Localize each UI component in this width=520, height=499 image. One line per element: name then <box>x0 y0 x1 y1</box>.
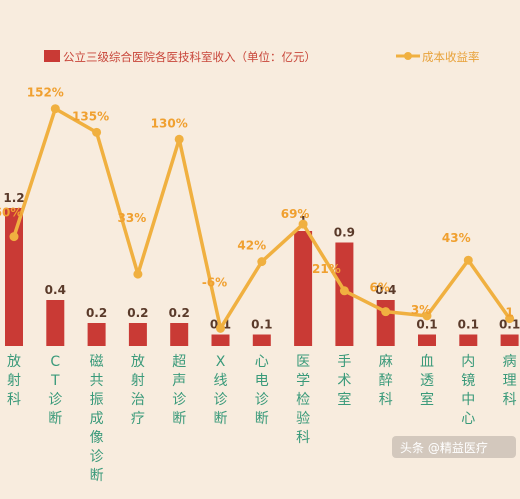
legend-line-label: 成本收益率 <box>422 50 480 64</box>
bar <box>87 323 106 346</box>
category-label: 麻醉科 <box>379 354 393 408</box>
rate-value-label: 6% <box>370 281 390 295</box>
rate-value-label: 60% <box>0 206 22 220</box>
rate-value-label: -6% <box>202 275 227 289</box>
rate-value-label: 1 <box>505 306 513 320</box>
rate-point <box>257 257 267 267</box>
category-label: 放射科 <box>7 354 21 408</box>
category-label: 血透室 <box>420 354 434 408</box>
rate-point <box>298 219 308 229</box>
bar <box>252 334 271 346</box>
category-label: 超声诊断 <box>172 354 186 427</box>
bar-value-labels: 1.20.40.20.20.20.10.110.90.40.10.10.1 <box>3 191 520 332</box>
rate-value-label: 21% <box>312 262 341 276</box>
rate-value-labels: 60% 152% 135% 33% 130% -6% 42% 69% 21% 6% 3% 43% 1 <box>0 86 514 320</box>
category-label: 放射治疗 <box>131 354 145 427</box>
rate-point <box>463 255 473 265</box>
bar-value-label: 0.1 <box>416 318 437 332</box>
rate-value-label: 69% <box>281 207 310 221</box>
bar-value-label: 0.1 <box>458 318 479 332</box>
rate-point <box>174 134 184 144</box>
bar-value-label: 0.2 <box>86 306 107 320</box>
bar <box>211 334 230 346</box>
legend-line-marker <box>404 52 412 60</box>
rate-point <box>92 127 102 137</box>
category-label: X 线诊断 <box>214 354 228 427</box>
bar-value-label: 0.1 <box>499 318 520 332</box>
bar <box>294 231 313 346</box>
rate-value-label: 43% <box>442 231 471 245</box>
bar-value-label: 1.2 <box>3 191 24 205</box>
bar <box>170 323 189 346</box>
legend: 公立三级综合医院各医技科室收入（单位：亿元） 成本收益率 <box>44 50 480 64</box>
rate-value-label: 135% <box>72 109 109 123</box>
rate-value-label: 42% <box>237 239 266 253</box>
category-label: 心电诊断 <box>255 354 269 427</box>
bar-series <box>5 208 519 346</box>
bar <box>46 300 65 346</box>
bar-value-label: 0.1 <box>251 318 272 332</box>
bar-value-label: 0.2 <box>127 306 148 320</box>
rate-point <box>505 314 515 324</box>
category-label: 内镜中心 <box>461 354 475 427</box>
category-label: 医学检验科 <box>296 354 310 446</box>
bar <box>128 323 147 346</box>
category-label: 磁共振成像诊断 <box>90 354 104 484</box>
category-label: 病理科 <box>503 354 517 408</box>
rate-value-label: 130% <box>151 116 188 130</box>
legend-bar-label: 公立三级综合医院各医技科室收入（单位：亿元） <box>63 50 316 64</box>
bar-value-label: 0.4 <box>375 283 396 297</box>
bar-value-label: 0.4 <box>45 283 66 297</box>
rate-point <box>422 311 432 321</box>
category-labels: 放射科 C T 诊断 磁共振成像诊断 放射治疗 超声诊断 X 线诊断 心电诊断 医学检验科 手术室 麻醉… <box>7 354 517 484</box>
rate-value-label: 33% <box>118 211 147 225</box>
bar-value-label: 0.2 <box>169 306 190 320</box>
rate-points <box>9 104 515 333</box>
rate-point <box>339 286 349 296</box>
rate-point <box>133 269 143 279</box>
bar <box>500 334 519 346</box>
category-label: C T 诊断 <box>48 354 62 427</box>
rate-point <box>9 232 19 242</box>
category-label: 手术室 <box>337 354 351 408</box>
rate-point <box>381 307 391 317</box>
rate-point <box>216 323 225 333</box>
legend-bar-swatch <box>44 50 60 62</box>
rate-point <box>50 104 60 114</box>
rate-value-label: 152% <box>27 86 64 100</box>
bar <box>5 208 23 346</box>
watermark-bg <box>392 436 516 458</box>
rate-value-label: 3% <box>411 303 431 317</box>
bar <box>459 334 478 346</box>
watermark: 头条 @精益医疗 <box>400 441 488 455</box>
bar <box>418 334 436 346</box>
bar-value-label: 0.9 <box>334 226 355 240</box>
